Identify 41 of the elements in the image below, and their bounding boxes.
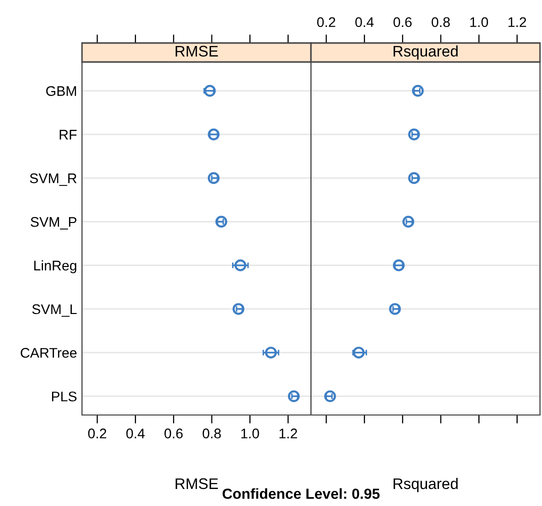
y-tick-label: LinReg	[34, 260, 76, 274]
point	[204, 84, 216, 97]
point	[208, 128, 220, 140]
x-tick-label: 1.2	[508, 17, 526, 27]
point	[408, 172, 420, 184]
x-tick-label: 0.8	[202, 428, 221, 438]
y-tick-label: SVM_P	[30, 217, 76, 230]
y-tick-label: PLS	[52, 392, 76, 402]
point	[288, 390, 300, 402]
x-tick-label: 1.0	[470, 17, 488, 28]
x-tick-label: 0.2	[88, 428, 106, 438]
point	[408, 128, 420, 140]
y-tick-label: SVM_L	[32, 304, 77, 317]
y-tick-label: RF	[60, 130, 77, 140]
x-tick-label: 0.4	[126, 428, 145, 438]
point	[265, 346, 277, 359]
point	[389, 303, 401, 315]
point	[324, 390, 336, 402]
x-tick-label: 0.4	[355, 17, 374, 28]
point	[392, 259, 405, 272]
y-tick-label: CARTree	[20, 348, 77, 358]
x-tick-label: 1.2	[280, 428, 298, 438]
x-tick-label: 0.6	[164, 428, 183, 438]
x-axis-title: RMSE	[176, 478, 218, 490]
point	[232, 303, 244, 315]
point	[208, 172, 220, 184]
point	[352, 346, 365, 359]
y-tick-label: GBM	[46, 86, 76, 96]
point	[412, 84, 424, 97]
x-axis-title: Rsquared	[394, 478, 458, 492]
point	[215, 216, 228, 228]
x-tick-label: 0.8	[432, 17, 450, 28]
x-tick-label: 1.0	[241, 428, 260, 438]
text: Confidence Level: 0.95	[222, 488, 380, 499]
x-tick-label: 0.2	[317, 17, 336, 28]
x-tick-label: 0.6	[393, 17, 412, 28]
chart-title: Rsquared	[394, 45, 458, 60]
y-tick-label: SVM_R	[30, 173, 76, 186]
point	[402, 216, 414, 228]
point	[234, 259, 246, 272]
chart-title: RMSE	[176, 46, 218, 57]
